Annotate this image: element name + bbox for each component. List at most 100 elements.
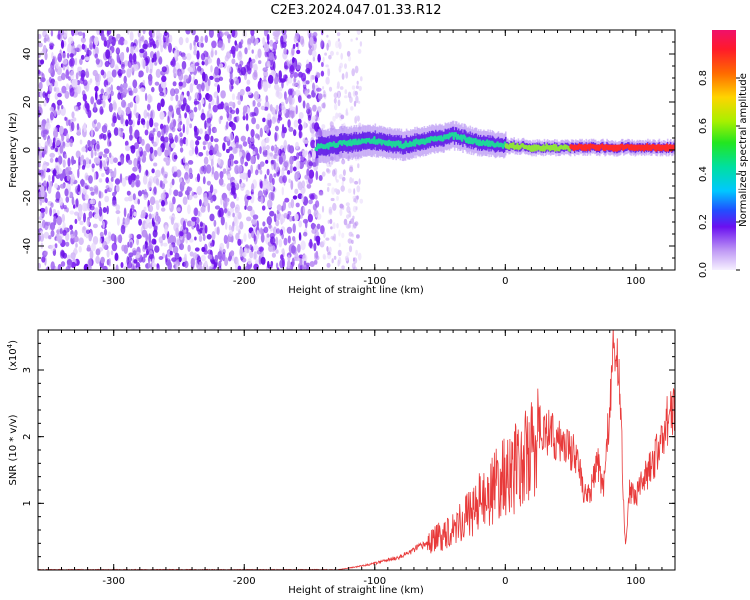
- heatmap-speckle: [85, 157, 90, 165]
- heatmap-speckle: [184, 112, 188, 119]
- heatmap-speckle: [102, 207, 107, 213]
- heatmap-speckle: [252, 214, 259, 220]
- heatmap-speckle: [202, 176, 206, 185]
- heatmap-speckle: [45, 122, 51, 130]
- heatmap-speckle: [44, 197, 48, 203]
- heatmap-speckle: [261, 139, 267, 148]
- heatmap-speckle: [65, 69, 69, 80]
- heatmap-speckle: [169, 34, 173, 43]
- heatmap-speckle: [211, 40, 217, 49]
- heatmap-speckle: [357, 252, 362, 261]
- heatmap-speckle: [245, 123, 249, 132]
- heatmap-speckle: [249, 111, 255, 118]
- heatmap-speckle: [141, 209, 146, 219]
- y-tick-label: 20: [22, 96, 33, 109]
- snr-series-line: [38, 330, 675, 570]
- heatmap-speckle: [279, 78, 286, 83]
- heatmap-speckle: [79, 155, 84, 166]
- heatmap-speckle: [100, 69, 105, 76]
- heatmap-speckle: [171, 118, 177, 128]
- heatmap-speckle: [302, 150, 307, 158]
- heatmap-speckle: [186, 90, 190, 97]
- heatmap-speckle: [246, 91, 252, 96]
- heatmap-speckle: [213, 138, 219, 143]
- heatmap-speckle: [111, 200, 117, 207]
- heatmap-speckle: [76, 84, 82, 95]
- heatmap-speckle: [89, 78, 93, 83]
- heatmap-speckle: [232, 147, 238, 154]
- heatmap-speckle: [247, 38, 252, 46]
- heatmap-speckle: [142, 175, 148, 185]
- heatmap-speckle: [98, 134, 103, 140]
- heatmap-speckle: [54, 183, 58, 189]
- heatmap-speckle: [298, 232, 302, 241]
- heatmap-speckle: [277, 91, 283, 100]
- heatmap-speckle: [56, 216, 62, 226]
- heatmap-speckle: [194, 62, 200, 67]
- heatmap-speckle: [189, 251, 194, 257]
- heatmap-speckle: [133, 87, 138, 94]
- heatmap-speckle: [154, 200, 160, 205]
- heatmap-speckle: [82, 93, 87, 102]
- colorbar-tick-label: 0.0: [698, 262, 709, 278]
- heatmap-speckle: [308, 161, 314, 167]
- heatmap-speckle: [322, 56, 325, 63]
- heatmap-speckle: [273, 173, 277, 178]
- heatmap-speckle: [256, 153, 260, 160]
- heatmap-speckle: [102, 153, 108, 158]
- heatmap-speckle: [87, 265, 92, 270]
- heatmap-speckle: [292, 236, 296, 242]
- heatmap-speckle: [284, 65, 289, 70]
- heatmap-speckle: [198, 235, 203, 242]
- heatmap-speckle: [62, 252, 68, 259]
- heatmap-speckle: [328, 246, 332, 253]
- heatmap-speckle: [164, 224, 169, 235]
- heatmap-speckle: [249, 250, 254, 259]
- heatmap-speckle: [110, 90, 114, 96]
- heatmap-speckle: [309, 194, 315, 201]
- heatmap-speckle: [211, 263, 214, 268]
- heatmap-speckle: [55, 191, 61, 202]
- heatmap-speckle: [356, 30, 361, 35]
- heatmap-speckle: [353, 100, 357, 107]
- heatmap-speckle: [75, 243, 78, 248]
- heatmap-speckle: [246, 216, 252, 222]
- heatmap-speckle: [193, 106, 198, 113]
- heatmap-speckle: [130, 173, 136, 181]
- heatmap-speckle: [333, 255, 337, 260]
- heatmap-speckle: [100, 88, 105, 95]
- heatmap-speckle: [268, 52, 274, 61]
- heatmap-speckle: [59, 183, 66, 189]
- heatmap-speckle: [129, 214, 133, 220]
- heatmap-speckle: [246, 205, 253, 212]
- heatmap-speckle: [291, 106, 296, 111]
- heatmap-speckle: [237, 164, 243, 173]
- heatmap-speckle: [167, 115, 170, 124]
- heatmap-speckle: [134, 142, 139, 150]
- heatmap-speckle: [325, 237, 330, 241]
- heatmap-speckle: [104, 60, 110, 68]
- heatmap-speckle: [47, 93, 51, 99]
- heatmap-speckle: [358, 100, 361, 104]
- heatmap-speckle: [149, 38, 155, 45]
- heatmap-speckle: [55, 61, 60, 69]
- heatmap-speckle: [143, 194, 148, 200]
- heatmap-speckle: [238, 50, 242, 58]
- heatmap-speckle: [223, 198, 227, 209]
- heatmap-speckle: [142, 30, 146, 35]
- heatmap-speckle: [237, 238, 242, 246]
- heatmap-speckle: [125, 106, 131, 115]
- heatmap-speckle: [136, 237, 140, 246]
- heatmap-speckle: [106, 30, 112, 35]
- heatmap-speckle: [38, 142, 41, 148]
- heatmap-speckle: [52, 141, 56, 149]
- heatmap-speckle: [251, 117, 256, 125]
- heatmap-speckle: [316, 213, 322, 220]
- heatmap-speckle: [102, 265, 108, 270]
- heatmap-speckle: [356, 195, 359, 200]
- heatmap-speckle: [86, 219, 90, 227]
- heatmap-speckle: [204, 35, 208, 43]
- heatmap-speckle: [79, 58, 83, 65]
- heatmap-speckle: [50, 244, 56, 252]
- heatmap-speckle: [178, 191, 183, 198]
